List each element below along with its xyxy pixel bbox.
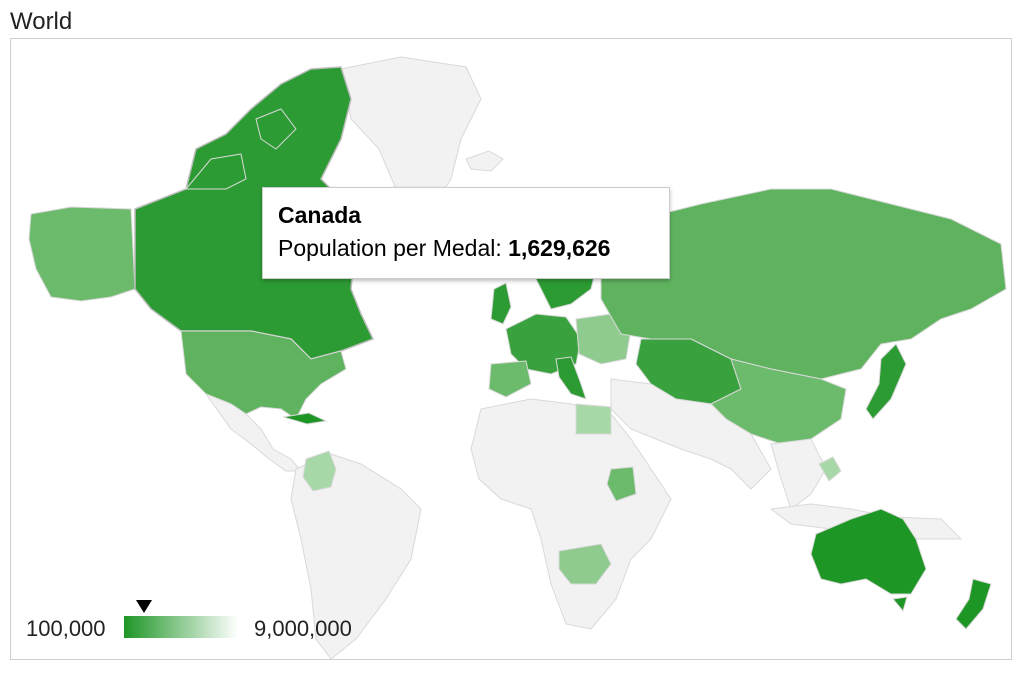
country-egypt[interactable] — [575, 403, 612, 435]
page-title: World — [10, 8, 73, 35]
country-kenya[interactable] — [606, 466, 637, 502]
country-canada-islands[interactable] — [184, 108, 297, 190]
country-tasmania[interactable] — [892, 596, 908, 613]
tooltip-metric-value: 1,629,626 — [508, 235, 611, 261]
country-alaska[interactable] — [28, 206, 136, 302]
country-italy[interactable] — [555, 356, 587, 400]
country-iceland[interactable] — [465, 150, 504, 172]
country-new-zealand[interactable] — [955, 578, 992, 630]
country-spain[interactable] — [488, 360, 532, 398]
country-mexico[interactable] — [204, 392, 303, 472]
country-colombia[interactable] — [302, 450, 337, 492]
tooltip-metric-label: Population per Medal: — [278, 235, 502, 261]
tooltip-metric: Population per Medal: 1,629,626 — [278, 235, 654, 262]
country-cuba[interactable] — [282, 412, 328, 425]
country-philippines[interactable] — [818, 456, 842, 482]
country-japan[interactable] — [865, 343, 907, 420]
country-middle-east[interactable] — [610, 378, 772, 490]
world-map[interactable] — [10, 38, 1012, 660]
country-southeast-asia[interactable] — [770, 438, 827, 510]
country-south-africa[interactable] — [558, 543, 612, 585]
legend-max-label: 9,000,000 — [254, 616, 352, 641]
country-australia[interactable] — [810, 508, 927, 595]
country-uk[interactable] — [490, 282, 512, 325]
country-south-america[interactable] — [290, 453, 422, 659]
map-canvas — [28, 56, 1007, 659]
legend-color-bar — [124, 616, 238, 638]
tooltip-country-name: Canada — [278, 202, 362, 228]
country-tooltip: Canada Population per Medal: 1,629,626 — [262, 187, 670, 279]
legend-value-marker — [136, 600, 152, 613]
legend-min-label: 100,000 — [26, 616, 106, 641]
